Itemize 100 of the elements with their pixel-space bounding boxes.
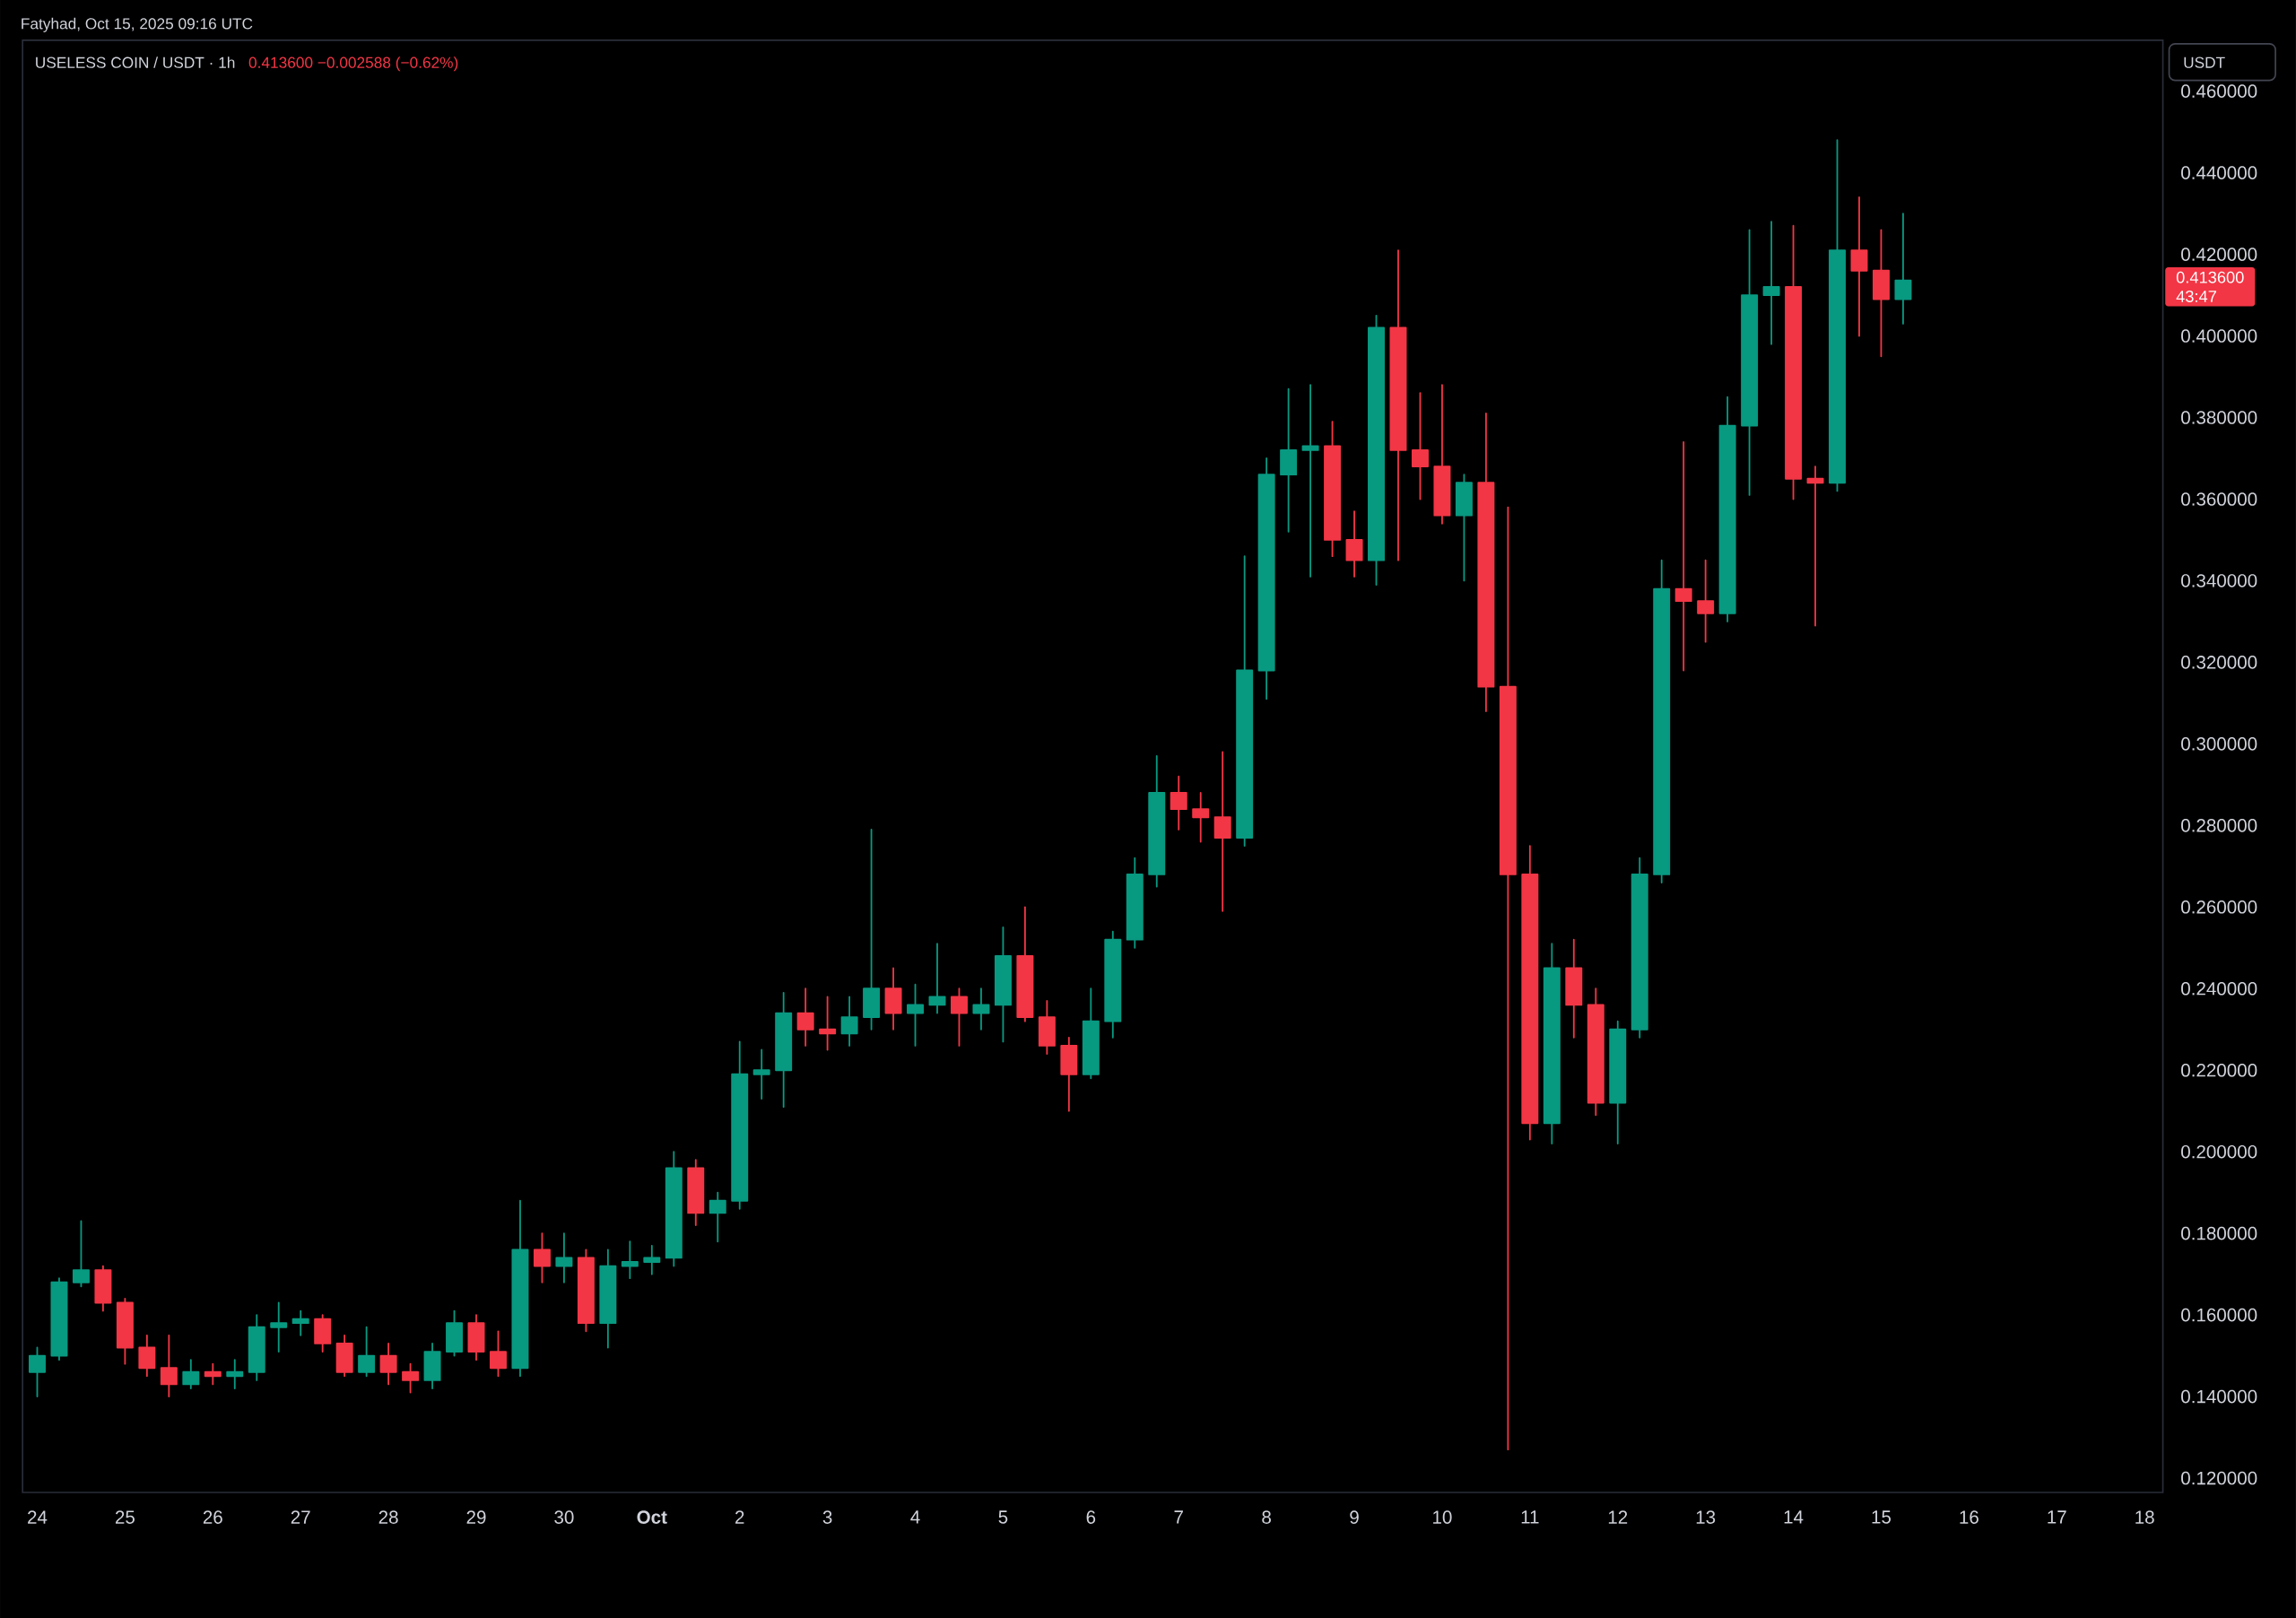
candlestick xyxy=(1148,754,1166,888)
candlestick xyxy=(840,996,858,1047)
y-tick-label: 0.320000 xyxy=(2181,655,2257,669)
candlestick xyxy=(423,1342,441,1389)
candlestick xyxy=(270,1301,288,1353)
candlestick xyxy=(555,1232,573,1283)
candlestick xyxy=(1345,509,1363,578)
y-tick-label: 0.160000 xyxy=(2181,1308,2257,1322)
candlestick xyxy=(599,1248,617,1349)
candlestick xyxy=(1565,938,1583,1039)
candlestick xyxy=(1368,314,1386,586)
candlestick xyxy=(928,943,946,1014)
candlestick xyxy=(1455,474,1473,582)
y-tick-label: 0.460000 xyxy=(2181,84,2257,98)
text: Fatyhad, Oct 15, 2025 09:16 UTC xyxy=(22,17,253,32)
candlestick xyxy=(1301,383,1319,578)
candlestick xyxy=(1257,457,1275,700)
candlestick xyxy=(1653,559,1671,883)
candlestick xyxy=(884,967,902,1031)
candlestick xyxy=(138,1334,156,1378)
x-tick-label: 6 xyxy=(1086,1510,1096,1524)
y-tick-label: 0.240000 xyxy=(2181,981,2257,996)
candlestick xyxy=(160,1334,178,1397)
candlestick xyxy=(1170,775,1187,831)
y-tick-label: 0.200000 xyxy=(2181,1144,2257,1159)
candlestick xyxy=(1192,791,1210,843)
x-tick-label: 29 xyxy=(466,1510,486,1524)
x-tick-label: 4 xyxy=(910,1510,920,1524)
x-tick-label: 9 xyxy=(1350,1510,1359,1524)
candlestick xyxy=(687,1159,705,1226)
candlestick xyxy=(1236,555,1254,847)
candlestick xyxy=(1280,387,1298,533)
candlestick xyxy=(226,1359,244,1389)
y-tick-label: 0.120000 xyxy=(2181,1471,2257,1485)
x-tick-label: 10 xyxy=(1433,1510,1452,1524)
text: 0.413600 xyxy=(2176,271,2244,283)
candlestick xyxy=(358,1326,376,1378)
candlestick xyxy=(1521,844,1539,1141)
candlestick xyxy=(950,987,968,1047)
x-tick-label: 12 xyxy=(1608,1510,1628,1524)
candlestick xyxy=(446,1309,464,1357)
text: USELESS COIN / USDT · 1h xyxy=(36,56,235,68)
candlestick xyxy=(1016,906,1034,1022)
x-tick-label: 28 xyxy=(378,1510,398,1524)
candlestick xyxy=(775,991,793,1108)
text: 43:47 xyxy=(2176,290,2216,302)
candlestick xyxy=(1104,930,1122,1039)
y-tick-label: 0.440000 xyxy=(2181,166,2257,179)
candlestick xyxy=(116,1297,134,1365)
x-tick-label: 15 xyxy=(1872,1510,1892,1524)
candlestick xyxy=(665,1151,683,1267)
candlestick xyxy=(1082,987,1100,1080)
x-tick-label: 7 xyxy=(1174,1510,1183,1524)
candlestick xyxy=(72,1220,90,1287)
candlestick xyxy=(972,987,990,1031)
x-tick-label: 8 xyxy=(1262,1510,1271,1524)
candlestick xyxy=(709,1191,726,1242)
candlestick xyxy=(1609,1020,1627,1144)
candlestick xyxy=(1631,857,1648,1039)
candlestick xyxy=(796,987,814,1047)
candlestick xyxy=(752,1048,770,1100)
x-tick-label: 17 xyxy=(2048,1510,2066,1524)
candlestick xyxy=(1433,383,1451,525)
candlestick xyxy=(402,1362,420,1394)
candlestick xyxy=(533,1232,551,1283)
candlestick xyxy=(1213,751,1231,912)
candlestick xyxy=(1762,221,1780,345)
x-tick-label: 3 xyxy=(822,1510,832,1524)
candlestick xyxy=(819,996,837,1051)
y-tick-label: 0.280000 xyxy=(2181,818,2257,832)
candlestick xyxy=(1829,139,1846,492)
x-tick-label: 14 xyxy=(1784,1510,1804,1524)
candlestick xyxy=(1543,943,1561,1144)
candlestick xyxy=(182,1359,200,1389)
x-tick-label: Oct xyxy=(637,1510,667,1524)
candlestick xyxy=(29,1346,46,1397)
x-tick-label: 5 xyxy=(998,1510,1008,1524)
y-tick-label: 0.180000 xyxy=(2181,1226,2257,1240)
candlestick xyxy=(379,1342,397,1386)
x-tick-label: 16 xyxy=(1960,1510,1979,1524)
candlestick xyxy=(204,1362,222,1386)
text: 0.413600 −0.002588 (−0.62%) xyxy=(248,56,458,72)
y-tick-label: 0.260000 xyxy=(2181,900,2257,914)
candlestick xyxy=(1038,999,1056,1055)
candlestick xyxy=(1060,1036,1078,1112)
candlestick xyxy=(1324,420,1342,557)
candlestick xyxy=(1389,248,1407,561)
y-tick-label: 0.340000 xyxy=(2181,573,2257,587)
y-tick-label: 0.220000 xyxy=(2181,1063,2257,1077)
candlestick xyxy=(1587,987,1605,1116)
candlestick xyxy=(577,1248,595,1333)
x-tick-label: 2 xyxy=(735,1510,744,1524)
candlestick xyxy=(1894,212,1912,325)
candlestick xyxy=(1850,196,1868,337)
candlestick xyxy=(1741,229,1759,496)
candlestick xyxy=(643,1244,661,1275)
candlestick xyxy=(511,1199,529,1378)
x-tick-label: 11 xyxy=(1521,1510,1539,1524)
candlestick xyxy=(1785,224,1803,500)
candlestick xyxy=(314,1313,332,1353)
